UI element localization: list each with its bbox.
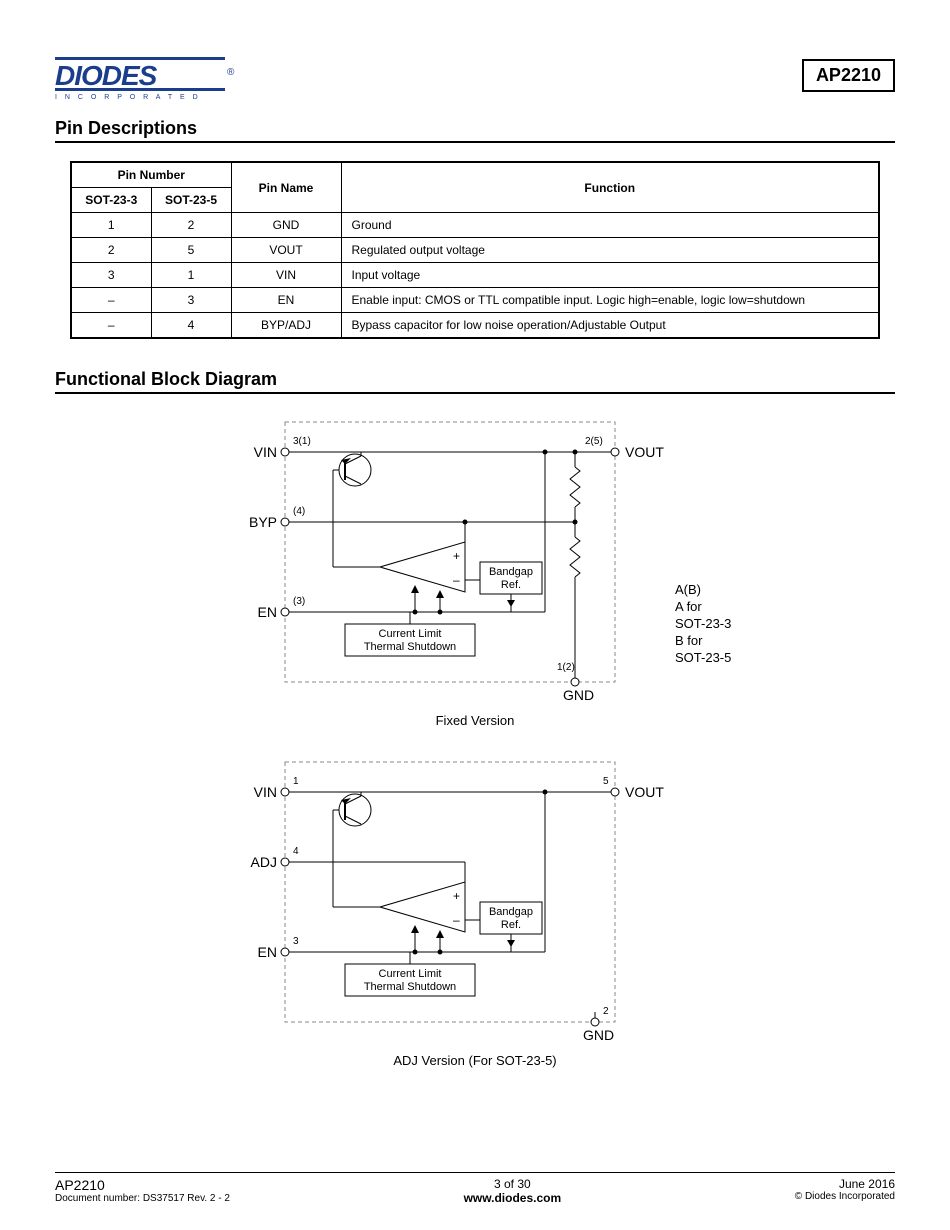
cell-name: EN [231, 288, 341, 313]
footer-right-l2: © Diodes Incorporated [795, 1191, 895, 1202]
cell-sot233: 2 [71, 238, 151, 263]
num-en: 3 [293, 936, 299, 947]
cell-func: Ground [341, 213, 879, 238]
footer-left-l2: Document number: DS37517 Rev. 2 - 2 [55, 1193, 230, 1204]
pin-description-table: Pin Number Pin Name Function SOT-23-3 SO… [70, 161, 880, 339]
protect-l1: Current Limit [379, 968, 442, 980]
th-function: Function [341, 162, 879, 213]
th-pin-number-group: Pin Number [71, 162, 231, 188]
num-gnd: 2 [603, 1006, 609, 1017]
fixed-version-diagram: VIN 3(1) VOUT 2(5) BYP (4) EN (3) 1(2) G… [215, 412, 735, 702]
cell-func: Input voltage [341, 263, 879, 288]
diodes-logo: DIODES ® I N C O R P O R A T E D [55, 55, 255, 106]
footer-right: June 2016 © Diodes Incorporated [795, 1177, 895, 1205]
num-vout: 5 [603, 776, 609, 787]
cell-name: GND [231, 213, 341, 238]
logo-text: DIODES [55, 60, 158, 91]
bandgap-l1: Bandgap [489, 906, 533, 918]
bandgap-l2: Ref. [501, 579, 521, 591]
cell-sot233: – [71, 288, 151, 313]
opamp-plus: + [453, 889, 460, 903]
block-diagram-area: VIN 3(1) VOUT 2(5) BYP (4) EN (3) 1(2) G… [55, 412, 895, 1068]
cell-sot235: 4 [151, 313, 231, 339]
cell-sot233: – [71, 313, 151, 339]
cell-name: BYP/ADJ [231, 313, 341, 339]
cell-sot235: 1 [151, 263, 231, 288]
cell-name: VIN [231, 263, 341, 288]
num-byp: (4) [293, 506, 305, 517]
opamp-minus: – [453, 913, 460, 927]
footer-mid-l2: www.diodes.com [464, 1191, 562, 1205]
label-byp: BYP [249, 514, 277, 530]
th-sot235: SOT-23-5 [151, 188, 231, 213]
side-note-l2: A for SOT-23-3 [675, 599, 735, 633]
cell-sot233: 1 [71, 213, 151, 238]
table-row: 3 1 VIN Input voltage [71, 263, 879, 288]
adj-caption: ADJ Version (For SOT-23-5) [215, 1053, 735, 1068]
table-row: – 3 EN Enable input: CMOS or TTL compati… [71, 288, 879, 313]
th-pin-name: Pin Name [231, 162, 341, 213]
table-row: 1 2 GND Ground [71, 213, 879, 238]
footer-mid: 3 of 30 www.diodes.com [464, 1177, 562, 1205]
side-note-l1: A(B) [675, 582, 735, 599]
cell-sot235: 5 [151, 238, 231, 263]
label-vin: VIN [254, 784, 277, 800]
label-adj: ADJ [251, 854, 277, 870]
label-vout: VOUT [625, 444, 664, 460]
num-gnd: 1(2) [557, 662, 575, 673]
side-note-l3: B for SOT-23-5 [675, 633, 735, 667]
num-vin: 1 [293, 776, 299, 787]
num-vin: 3(1) [293, 436, 311, 447]
page-footer: AP2210 Document number: DS37517 Rev. 2 -… [55, 1172, 895, 1205]
table-row: 2 5 VOUT Regulated output voltage [71, 238, 879, 263]
footer-left-l1: AP2210 [55, 1177, 230, 1193]
adj-version-diagram: VIN 1 VOUT 5 ADJ 4 EN 3 2 GND [215, 752, 735, 1042]
label-vin: VIN [254, 444, 277, 460]
label-en: EN [258, 604, 277, 620]
logo-sub: I N C O R P O R A T E D [55, 94, 201, 101]
table-row: – 4 BYP/ADJ Bypass capacitor for low noi… [71, 313, 879, 339]
num-adj: 4 [293, 846, 299, 857]
protect-l2: Thermal Shutdown [364, 981, 456, 993]
label-en: EN [258, 944, 277, 960]
opamp-minus: – [453, 573, 460, 587]
th-sot233: SOT-23-3 [71, 188, 151, 213]
footer-mid-l1: 3 of 30 [464, 1177, 562, 1191]
section-title-pin-descriptions: Pin Descriptions [55, 118, 895, 143]
label-gnd: GND [563, 687, 594, 702]
footer-right-l1: June 2016 [795, 1177, 895, 1191]
side-note: A(B) A for SOT-23-3 B for SOT-23-5 [675, 582, 735, 666]
num-en: (3) [293, 596, 305, 607]
num-vout: 2(5) [585, 436, 603, 447]
part-number-box: AP2210 [802, 59, 895, 92]
cell-sot235: 2 [151, 213, 231, 238]
protect-l1: Current Limit [379, 628, 442, 640]
cell-sot233: 3 [71, 263, 151, 288]
label-vout: VOUT [625, 784, 664, 800]
label-gnd: GND [583, 1027, 614, 1042]
cell-func: Enable input: CMOS or TTL compatible inp… [341, 288, 879, 313]
bandgap-l2: Ref. [501, 919, 521, 931]
bandgap-l1: Bandgap [489, 566, 533, 578]
protect-l2: Thermal Shutdown [364, 641, 456, 653]
cell-sot235: 3 [151, 288, 231, 313]
cell-func: Regulated output voltage [341, 238, 879, 263]
page-header: DIODES ® I N C O R P O R A T E D AP2210 [55, 55, 895, 106]
opamp-plus: + [453, 549, 460, 563]
fixed-caption: Fixed Version [215, 713, 735, 728]
cell-func: Bypass capacitor for low noise operation… [341, 313, 879, 339]
section-title-block-diagram: Functional Block Diagram [55, 369, 895, 394]
logo-reg: ® [227, 67, 235, 78]
footer-left: AP2210 Document number: DS37517 Rev. 2 -… [55, 1177, 230, 1205]
cell-name: VOUT [231, 238, 341, 263]
